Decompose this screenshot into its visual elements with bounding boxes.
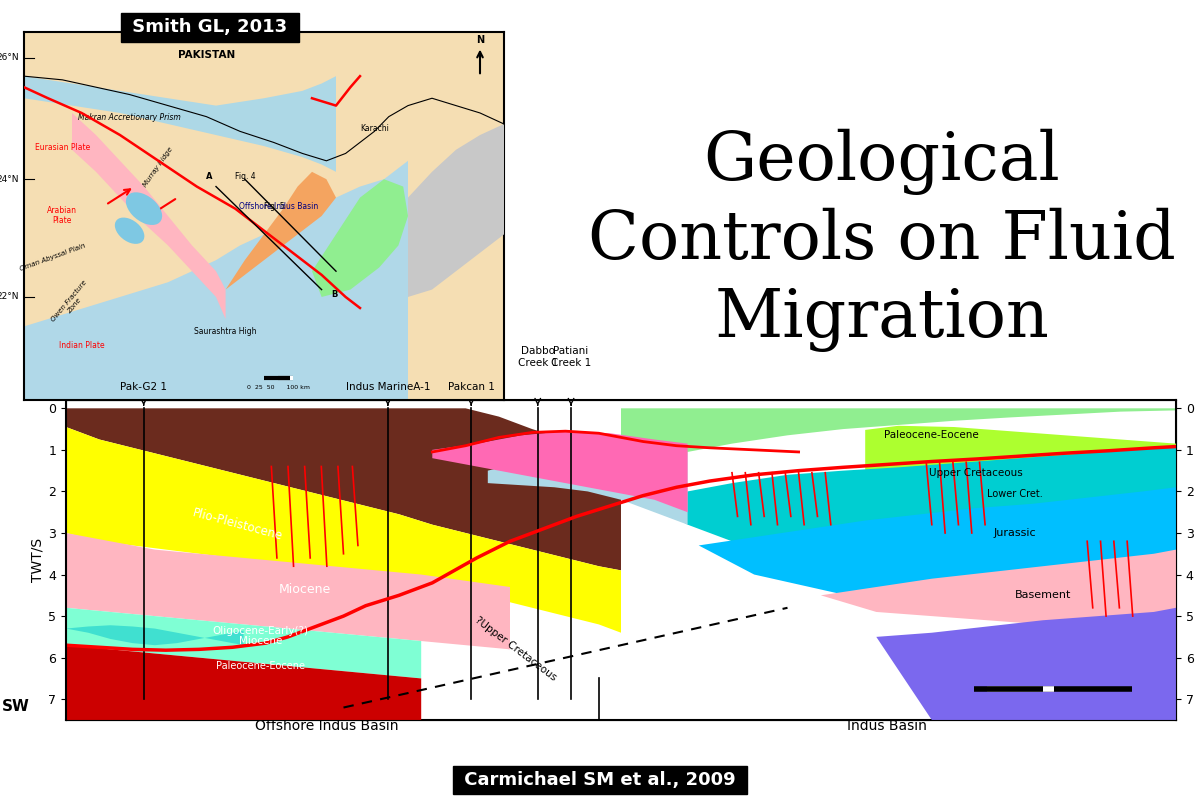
Text: Indus Basin: Indus Basin [847,719,928,734]
Text: Offshore Indus Basin: Offshore Indus Basin [239,202,318,210]
Text: Murray Ridge: Murray Ridge [143,146,174,187]
Text: Smith GL, 2013: Smith GL, 2013 [126,18,294,36]
Text: Geological
Controls on Fluid
Migration: Geological Controls on Fluid Migration [588,128,1176,352]
Text: 26°N: 26°N [0,54,19,62]
Polygon shape [312,179,408,297]
Text: Eurasian Plate: Eurasian Plate [35,142,90,152]
Polygon shape [24,161,408,400]
Text: Dabbo
Creek 1: Dabbo Creek 1 [517,346,558,368]
Polygon shape [226,172,336,290]
Polygon shape [865,426,1176,475]
Text: Carmichael SM et al., 2009: Carmichael SM et al., 2009 [458,771,742,789]
Text: Indus MarineA-1: Indus MarineA-1 [346,382,430,392]
Ellipse shape [126,192,162,225]
Polygon shape [66,408,622,570]
Text: Paleocene-Eocene: Paleocene-Eocene [884,430,979,440]
Text: Owen Fracture
Zone: Owen Fracture Zone [50,279,94,327]
Polygon shape [876,608,1176,720]
Text: Lower Cret.: Lower Cret. [988,489,1043,498]
Text: Indian Plate: Indian Plate [59,342,104,350]
Text: Paleocene-Eocene: Paleocene-Eocene [216,661,305,671]
Text: 0  25  50      100 km: 0 25 50 100 km [247,385,310,390]
Polygon shape [643,446,1176,637]
Text: Fig. 4: Fig. 4 [235,172,256,182]
Y-axis label: TWT/S: TWT/S [30,538,44,582]
Text: Miocene: Miocene [239,636,282,646]
Polygon shape [66,645,421,720]
Polygon shape [821,550,1176,637]
Text: Saurashtra High: Saurashtra High [194,326,257,336]
Text: N: N [476,35,484,45]
Polygon shape [698,487,1176,637]
Text: SW: SW [2,698,30,714]
Text: ?Upper Cretaceous: ?Upper Cretaceous [473,615,558,683]
Text: Oligocene-Early(?): Oligocene-Early(?) [212,626,308,636]
Polygon shape [408,124,504,297]
Text: Fig. 5: Fig. 5 [264,202,284,210]
Text: 22°N: 22°N [0,293,19,302]
Polygon shape [72,113,226,319]
Text: Arabian
Plate: Arabian Plate [48,206,78,226]
Polygon shape [432,431,688,512]
Text: Jurassic: Jurassic [994,528,1037,538]
Text: Plio-Pleistocene: Plio-Pleistocene [192,506,284,543]
Polygon shape [66,626,244,645]
Text: Pak-G2 1: Pak-G2 1 [120,382,167,392]
Polygon shape [24,76,336,172]
Polygon shape [66,533,510,650]
Polygon shape [622,408,1176,465]
Text: PAKISTAN: PAKISTAN [178,50,235,60]
Text: Basement: Basement [1015,590,1070,600]
Text: Pakcan 1: Pakcan 1 [448,382,494,392]
Text: Oman Abyssal Plain: Oman Abyssal Plain [19,242,86,272]
Text: Patiani
Creek 1: Patiani Creek 1 [551,346,592,368]
Text: Upper Cretaceous: Upper Cretaceous [929,468,1024,478]
Text: Miocene: Miocene [278,582,331,595]
Polygon shape [66,608,421,678]
Text: A: A [206,172,212,182]
Text: Offshore Indus Basin: Offshore Indus Basin [256,719,398,734]
Polygon shape [487,446,688,525]
Polygon shape [66,427,622,633]
Ellipse shape [115,218,144,244]
Text: Makran Accretionary Prism: Makran Accretionary Prism [78,114,181,122]
Text: B: B [331,290,337,299]
Text: 24°N: 24°N [0,174,19,184]
Text: Karachi: Karachi [360,124,389,134]
